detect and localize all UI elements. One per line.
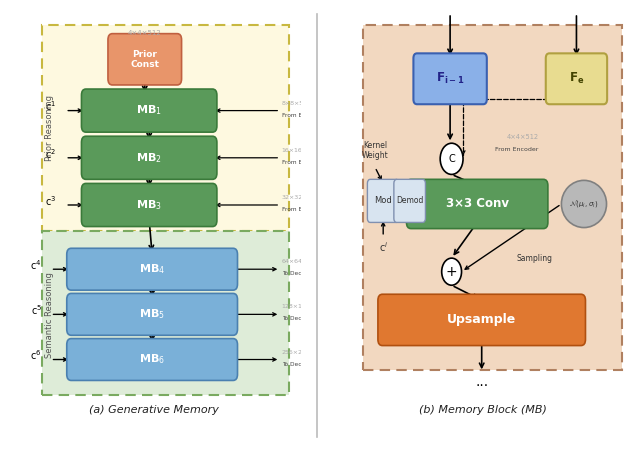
Text: To Decoder: To Decoder (282, 317, 315, 322)
Text: Kernel
Weight: Kernel Weight (362, 141, 388, 160)
Text: MB$_6$: MB$_6$ (139, 353, 165, 366)
FancyBboxPatch shape (42, 230, 289, 395)
Text: ...: ... (475, 376, 488, 390)
Text: 32×32×512: 32×32×512 (282, 195, 320, 200)
Text: (b) Memory Block (MB): (b) Memory Block (MB) (419, 405, 547, 415)
Circle shape (442, 258, 461, 285)
FancyBboxPatch shape (42, 25, 289, 230)
Text: 3×3 Conv: 3×3 Conv (445, 198, 509, 211)
FancyBboxPatch shape (394, 179, 426, 222)
FancyBboxPatch shape (378, 294, 586, 345)
FancyBboxPatch shape (67, 294, 237, 335)
Text: Prior
Const: Prior Const (131, 50, 159, 69)
Text: Semantic Reasoning: Semantic Reasoning (45, 272, 54, 358)
Text: MB$_5$: MB$_5$ (139, 308, 165, 321)
Text: 64×64×256: 64×64×256 (282, 259, 319, 264)
Text: Demod: Demod (396, 196, 423, 205)
FancyBboxPatch shape (363, 25, 621, 370)
Text: 16×16×512: 16×16×512 (282, 148, 319, 153)
Text: $\mathbf{F_e}$: $\mathbf{F_e}$ (569, 71, 584, 86)
Text: (a) Generative Memory: (a) Generative Memory (89, 405, 218, 415)
FancyBboxPatch shape (81, 136, 217, 179)
Text: From Encoder: From Encoder (282, 207, 323, 212)
Text: Sampling: Sampling (516, 254, 552, 263)
FancyBboxPatch shape (81, 89, 217, 132)
Text: c$^1$: c$^1$ (45, 100, 56, 113)
Text: c$^6$: c$^6$ (30, 349, 42, 362)
FancyBboxPatch shape (81, 184, 217, 226)
Text: 128×128×128: 128×128×128 (282, 304, 328, 309)
Text: c$^4$: c$^4$ (30, 258, 42, 272)
FancyBboxPatch shape (67, 249, 237, 290)
Text: To Decoder: To Decoder (282, 271, 315, 276)
Text: +: + (446, 265, 458, 279)
FancyBboxPatch shape (546, 53, 607, 104)
FancyBboxPatch shape (367, 179, 399, 222)
Text: Upsample: Upsample (447, 313, 516, 327)
Text: From Encoder: From Encoder (282, 160, 323, 165)
Text: MB$_4$: MB$_4$ (139, 262, 165, 276)
Text: 4×4×512: 4×4×512 (128, 30, 162, 36)
Text: c$^5$: c$^5$ (31, 304, 42, 317)
Circle shape (440, 143, 463, 175)
Text: To Decoder: To Decoder (282, 362, 315, 367)
Text: MB$_2$: MB$_2$ (136, 151, 162, 165)
FancyBboxPatch shape (413, 53, 487, 104)
FancyBboxPatch shape (67, 339, 237, 381)
Text: From Encoder: From Encoder (282, 113, 323, 118)
Text: C: C (448, 154, 455, 164)
Text: Prior Reasoning: Prior Reasoning (45, 95, 54, 161)
Text: c$^3$: c$^3$ (45, 194, 56, 208)
Text: MB$_1$: MB$_1$ (136, 104, 162, 118)
FancyBboxPatch shape (406, 179, 548, 229)
FancyBboxPatch shape (108, 34, 182, 85)
Text: 256×256×64: 256×256×64 (282, 350, 324, 354)
Text: From Encoder: From Encoder (495, 147, 539, 152)
Text: 8×8×512: 8×8×512 (282, 101, 312, 106)
Text: $\mathcal{N}(\mu_i,\sigma_i)$: $\mathcal{N}(\mu_i,\sigma_i)$ (570, 198, 598, 209)
Text: Mod: Mod (374, 196, 392, 205)
Text: 4×4×512: 4×4×512 (507, 134, 539, 140)
Ellipse shape (561, 180, 607, 228)
Text: c$^i$: c$^i$ (378, 240, 388, 254)
Text: c$^2$: c$^2$ (45, 147, 56, 161)
Text: $\mathbf{F_{i-1}}$: $\mathbf{F_{i-1}}$ (436, 71, 464, 86)
Text: MB$_3$: MB$_3$ (136, 198, 162, 212)
